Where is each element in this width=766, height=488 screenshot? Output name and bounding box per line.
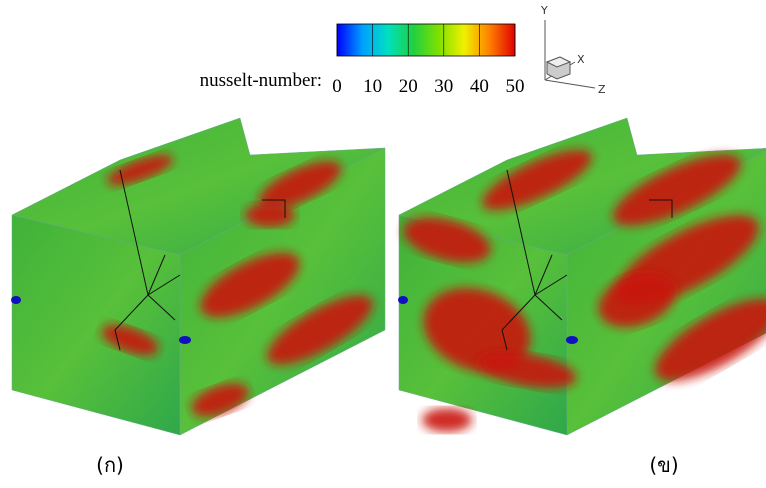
colorbar-label: nusselt-number: <box>200 70 322 91</box>
colorbar-tick-label: 50 <box>506 76 525 97</box>
axis-z-label: Z <box>598 83 606 96</box>
colorbar-tick-label: 30 <box>434 76 453 97</box>
colorbar <box>337 24 515 56</box>
colorbar-tick-label: 40 <box>470 76 489 97</box>
hot-region <box>245 203 295 227</box>
colorbar-gradient <box>337 24 515 56</box>
figure: nusselt-number: Y X Z (ก) (ข) 0 10 20 30 40 5… <box>0 0 766 488</box>
contour-panel <box>398 118 766 435</box>
cold-spot <box>11 296 21 304</box>
contour-panel <box>11 118 385 435</box>
cold-spot <box>566 336 578 344</box>
cold-spot <box>179 336 191 344</box>
axis-y-label: Y <box>540 4 548 17</box>
colorbar-tick-label: 10 <box>363 76 382 97</box>
cold-spot <box>398 296 408 304</box>
axis-triad <box>545 20 595 88</box>
hot-region <box>422 408 472 432</box>
colorbar-tick-label: 20 <box>399 76 418 97</box>
panel-label: (ก) <box>96 453 124 477</box>
panel-label: (ข) <box>649 453 678 477</box>
colorbar-tick-label: 0 <box>332 76 342 97</box>
axis-x-label: X <box>577 53 585 66</box>
